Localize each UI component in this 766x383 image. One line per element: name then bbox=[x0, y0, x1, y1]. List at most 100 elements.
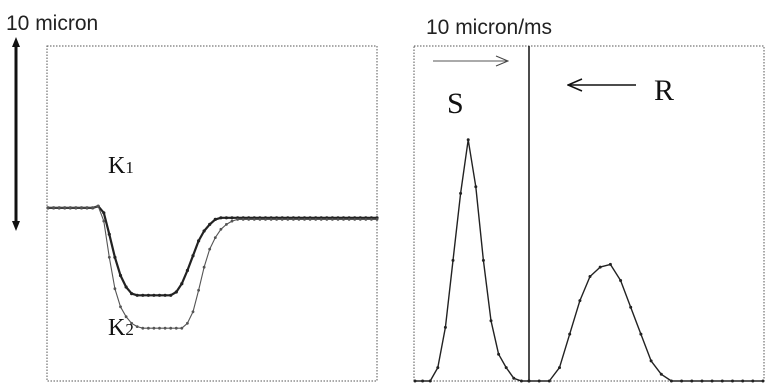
data-point-k1 bbox=[141, 293, 145, 297]
data-point-k1 bbox=[113, 255, 117, 259]
data-point-k2 bbox=[247, 218, 251, 221]
data-point-r bbox=[527, 379, 531, 383]
data-point-k2 bbox=[141, 326, 145, 330]
data-point-k1 bbox=[185, 268, 189, 273]
data-point-k2 bbox=[113, 287, 117, 291]
data-point-r bbox=[649, 359, 653, 363]
s-label: S bbox=[447, 87, 464, 120]
data-point-k2 bbox=[280, 218, 284, 221]
data-point-k2 bbox=[375, 218, 379, 221]
data-point-k2 bbox=[119, 305, 122, 309]
data-point-k2 bbox=[347, 218, 351, 221]
data-point-k2 bbox=[52, 206, 55, 210]
data-point-s bbox=[489, 319, 493, 323]
velocity-plot-area bbox=[413, 138, 765, 383]
data-point-k2 bbox=[91, 206, 94, 210]
data-point-r bbox=[690, 379, 694, 383]
data-point-k1 bbox=[191, 254, 195, 258]
data-point-k2 bbox=[208, 247, 212, 251]
data-point-k1 bbox=[180, 282, 184, 286]
data-point-s bbox=[413, 379, 417, 383]
data-point-k1 bbox=[118, 273, 123, 278]
data-point-k2 bbox=[85, 206, 89, 210]
data-point-k1 bbox=[208, 222, 212, 226]
data-point-k1 bbox=[135, 293, 139, 297]
data-point-k2 bbox=[180, 326, 184, 330]
data-point-s bbox=[474, 185, 478, 189]
data-point-r bbox=[639, 332, 643, 336]
data-point-k2 bbox=[130, 321, 134, 325]
data-point-r bbox=[578, 299, 582, 303]
data-point-k2 bbox=[169, 326, 173, 330]
data-point-r bbox=[659, 372, 663, 376]
data-point-r bbox=[629, 305, 633, 309]
series-line-s bbox=[415, 139, 529, 382]
data-point-r bbox=[710, 379, 714, 383]
k1-label: K1 bbox=[108, 153, 134, 179]
data-point-k2 bbox=[241, 218, 245, 221]
k2-label: K2 bbox=[108, 315, 134, 341]
data-point-s bbox=[459, 191, 463, 195]
data-point-k1 bbox=[130, 292, 134, 296]
data-point-k1 bbox=[202, 229, 206, 233]
data-point-k1 bbox=[124, 285, 128, 289]
data-point-k2 bbox=[236, 218, 240, 221]
data-point-k2 bbox=[186, 321, 189, 325]
data-point-k1 bbox=[230, 216, 234, 220]
data-point-k2 bbox=[96, 204, 100, 208]
data-point-k2 bbox=[135, 325, 139, 328]
data-point-k2 bbox=[353, 218, 357, 221]
data-point-k2 bbox=[252, 218, 256, 221]
data-point-r bbox=[741, 379, 745, 383]
data-point-s bbox=[504, 366, 508, 370]
data-point-k2 bbox=[158, 326, 161, 330]
data-point-k2 bbox=[46, 206, 50, 210]
data-point-k2 bbox=[163, 326, 167, 330]
data-point-k2 bbox=[107, 255, 111, 259]
data-point-k2 bbox=[74, 206, 78, 210]
data-point-k1 bbox=[152, 293, 156, 297]
data-point-k2 bbox=[275, 218, 278, 221]
displacement-plot-area bbox=[46, 204, 379, 330]
data-point-r bbox=[669, 379, 673, 383]
scale-label-micron: 10 micron bbox=[6, 12, 98, 35]
data-point-s bbox=[497, 352, 501, 356]
data-point-k1 bbox=[197, 239, 201, 243]
data-point-k1 bbox=[224, 216, 228, 220]
data-point-k2 bbox=[264, 218, 267, 221]
data-point-r bbox=[700, 379, 704, 383]
data-point-r bbox=[558, 366, 561, 370]
data-point-k1 bbox=[107, 232, 111, 236]
data-point-s bbox=[451, 258, 455, 262]
data-point-s bbox=[512, 376, 516, 380]
data-point-k2 bbox=[174, 326, 178, 330]
data-point-k2 bbox=[370, 218, 373, 221]
data-point-k1 bbox=[102, 211, 106, 215]
data-point-k2 bbox=[102, 219, 106, 223]
data-point-k1 bbox=[169, 293, 173, 297]
data-point-r bbox=[720, 379, 724, 383]
data-point-k2 bbox=[292, 218, 295, 221]
data-point-k2 bbox=[286, 218, 290, 221]
data-point-k2 bbox=[202, 265, 206, 269]
data-point-r bbox=[568, 332, 572, 336]
plot-frame-right bbox=[413, 45, 765, 382]
data-point-r bbox=[619, 279, 623, 282]
data-point-k2 bbox=[325, 218, 329, 221]
data-point-k2 bbox=[225, 223, 228, 226]
data-point-r bbox=[608, 262, 612, 266]
k1-sub: 1 bbox=[125, 158, 134, 177]
data-point-k2 bbox=[63, 206, 67, 210]
data-point-k2 bbox=[219, 227, 223, 231]
data-point-r bbox=[547, 379, 551, 383]
data-point-k2 bbox=[213, 236, 217, 240]
k1-letter: K bbox=[108, 153, 126, 179]
series-line-k2 bbox=[48, 205, 377, 329]
data-point-k2 bbox=[80, 206, 83, 210]
data-point-r bbox=[761, 379, 765, 383]
k2-sub: 2 bbox=[125, 320, 134, 339]
displacement-panel: 10 micron K1 K2 bbox=[6, 12, 379, 382]
data-point-k2 bbox=[342, 218, 345, 221]
data-point-k2 bbox=[358, 218, 362, 221]
